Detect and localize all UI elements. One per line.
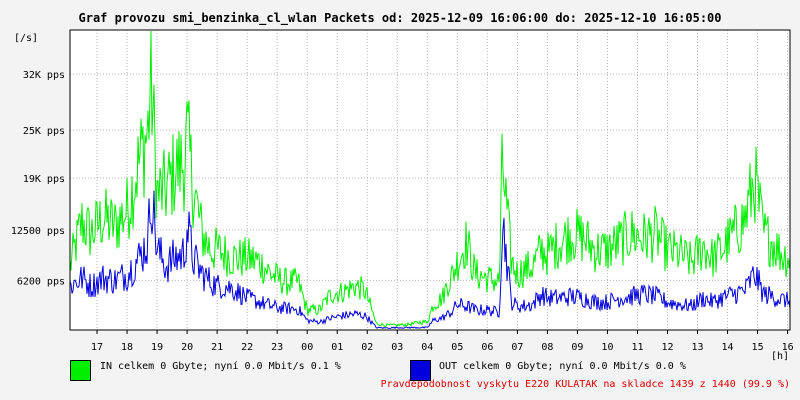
- grid: [70, 30, 790, 330]
- x-tick-label: 16: [782, 342, 794, 353]
- x-tick-label: 18: [121, 342, 133, 353]
- x-tick-label: 05: [451, 342, 463, 353]
- plot-frame: [69, 29, 791, 331]
- legend-in-text: IN celkem 0 Gbyte; nyní 0.0 Mbit/s 0.1 %: [100, 361, 341, 372]
- x-tick-label: 10: [601, 342, 613, 353]
- x-tick-label: 09: [571, 342, 583, 353]
- x-tick-label: 04: [421, 342, 433, 353]
- y-axis-label: [/s]: [14, 33, 38, 44]
- x-tick-label: 13: [691, 342, 703, 353]
- x-tick-label: 20: [181, 342, 193, 353]
- series-out-line: [69, 190, 791, 330]
- x-tick-label: 15: [752, 342, 764, 353]
- x-tick-label: 23: [271, 342, 283, 353]
- legend-out-text: OUT celkem 0 Gbyte; nyní 0.0 Mbit/s 0.0 …: [439, 361, 686, 372]
- y-tick-label: 12500 pps: [11, 226, 65, 237]
- x-tick-label: 03: [391, 342, 403, 353]
- y-tick-label: 19K pps: [23, 174, 65, 185]
- x-tick-label: 12: [661, 342, 673, 353]
- x-tick-label: 11: [631, 342, 643, 353]
- legend-out-swatch: [410, 360, 431, 381]
- x-tick-label: 22: [241, 342, 253, 353]
- y-ticks: 6200 pps 12500 pps 19K pps 25K pps 32K pps: [11, 70, 65, 287]
- series-layer: [69, 30, 791, 330]
- x-tick-label: 21: [211, 342, 223, 353]
- x-tick-label: 17: [91, 342, 103, 353]
- x-tick-label: 19: [151, 342, 163, 353]
- x-axis-label: [h]: [771, 351, 789, 362]
- x-tick-label: 14: [722, 342, 734, 353]
- x-tick-label: 06: [481, 342, 493, 353]
- legend-in-swatch: [70, 360, 91, 381]
- x-tick-label: 02: [361, 342, 373, 353]
- chart-title: Graf provozu smi_benzinka_cl_wlan Packet…: [78, 11, 722, 25]
- x-ticks: 17 18 19 20 21 22 23 00 01 02 03 04 05 06 07 08 09 10 11 12…: [91, 330, 794, 353]
- x-tick-label: 08: [541, 342, 553, 353]
- x-tick-label: 00: [301, 342, 313, 353]
- series-in-line: [69, 30, 791, 328]
- x-tick-label: 01: [331, 342, 343, 353]
- footer-note: Pravdepodobnost vyskytu E220 KULATAK na …: [380, 379, 790, 390]
- y-tick-label: 6200 pps: [17, 276, 65, 287]
- x-tick-label: 07: [511, 342, 523, 353]
- y-tick-label: 32K pps: [23, 70, 65, 81]
- y-tick-label: 25K pps: [23, 126, 65, 137]
